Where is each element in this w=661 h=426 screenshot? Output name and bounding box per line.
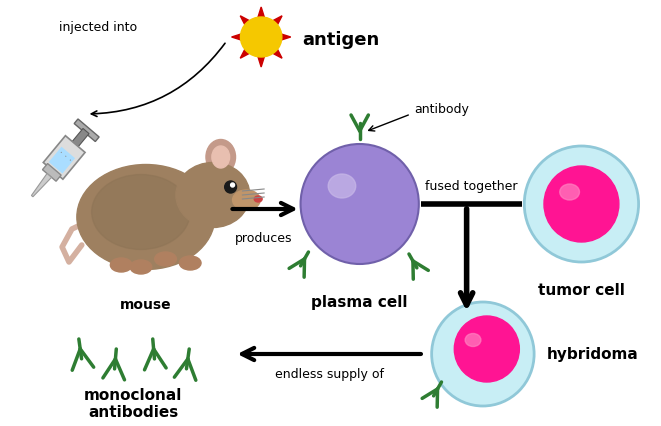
Text: antibodies: antibodies <box>88 404 178 419</box>
Text: monoclonal: monoclonal <box>84 387 182 402</box>
Ellipse shape <box>560 184 580 201</box>
Ellipse shape <box>110 259 132 272</box>
Text: produces: produces <box>235 231 293 245</box>
Circle shape <box>432 302 534 406</box>
Text: antibody: antibody <box>414 103 469 116</box>
Text: fused together: fused together <box>425 180 518 193</box>
Ellipse shape <box>130 260 152 274</box>
Ellipse shape <box>77 165 215 270</box>
Text: mouse: mouse <box>120 297 172 311</box>
Ellipse shape <box>179 256 201 271</box>
Ellipse shape <box>155 253 176 266</box>
Circle shape <box>544 167 619 242</box>
Text: tumor cell: tumor cell <box>538 282 625 297</box>
Bar <box>65 156 67 158</box>
Polygon shape <box>231 8 291 68</box>
Ellipse shape <box>212 147 229 169</box>
Circle shape <box>524 147 639 262</box>
Text: endless supply of: endless supply of <box>275 367 383 380</box>
Ellipse shape <box>92 175 190 250</box>
Bar <box>74 120 99 142</box>
Bar <box>61 153 62 154</box>
Ellipse shape <box>328 175 356 199</box>
Polygon shape <box>32 174 52 197</box>
Ellipse shape <box>241 18 282 58</box>
Text: hybridoma: hybridoma <box>547 347 639 362</box>
Circle shape <box>454 316 520 382</box>
Text: plasma cell: plasma cell <box>311 294 408 309</box>
Circle shape <box>301 145 419 265</box>
Bar <box>43 136 85 180</box>
Bar <box>49 147 75 174</box>
Ellipse shape <box>465 334 481 347</box>
Circle shape <box>231 184 235 187</box>
Ellipse shape <box>176 163 250 228</box>
Ellipse shape <box>206 140 235 175</box>
Text: antigen: antigen <box>303 31 380 49</box>
Bar <box>69 160 71 161</box>
Bar <box>42 164 61 182</box>
Ellipse shape <box>254 196 262 202</box>
Text: injected into: injected into <box>59 21 137 35</box>
Ellipse shape <box>233 190 260 210</box>
Circle shape <box>225 181 237 193</box>
Bar <box>70 129 89 150</box>
